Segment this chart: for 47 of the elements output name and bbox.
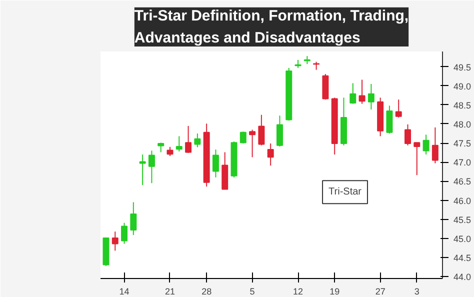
- y-tick-label: 47.5: [454, 138, 472, 149]
- chart-title: Tri-Star Definition, Formation, Trading, Advantages and Disadvantages: [134, 7, 409, 46]
- candlestick: [404, 124, 411, 146]
- x-tick-label: 12: [293, 286, 304, 296]
- x-tick-label: 14: [119, 286, 130, 296]
- y-tick-label: 44.5: [454, 253, 472, 264]
- y-tick-label: 45.5: [454, 214, 472, 225]
- candlestick: [121, 222, 128, 244]
- candlestick: [276, 115, 283, 147]
- x-tick-label: 5: [250, 286, 255, 296]
- candlestick: [139, 154, 146, 186]
- candlestick: [194, 133, 201, 148]
- y-tick-label: 46.0: [454, 196, 472, 206]
- candlestick: [395, 99, 402, 118]
- y-tick-label: 45.0: [454, 234, 472, 244]
- candlestick: [322, 74, 329, 100]
- candlestick: [212, 149, 219, 178]
- x-tick-label: 28: [202, 286, 212, 296]
- candlestick: [249, 129, 256, 158]
- candlestick: [176, 136, 182, 152]
- candlestick: [240, 131, 246, 144]
- y-tick-label: 47.0: [454, 158, 472, 168]
- candlestick: [350, 82, 356, 104]
- candlestick: [414, 142, 420, 176]
- candlestick: [267, 142, 274, 166]
- x-tick-label: 19: [330, 286, 340, 296]
- y-tick-label: 46.5: [454, 176, 472, 187]
- candlestick: [258, 114, 265, 146]
- y-tick-label: 48.5: [454, 100, 472, 110]
- candlestick: [158, 142, 164, 153]
- candlestick: [112, 231, 118, 252]
- x-tick-label: 3: [414, 286, 420, 296]
- y-tick-label: 44.0: [454, 272, 472, 282]
- candlestick: [386, 105, 393, 134]
- candlestick: [432, 126, 438, 164]
- y-tick-label: 49.5: [454, 62, 472, 72]
- candlestick: [148, 150, 155, 184]
- candlestick: [130, 202, 137, 236]
- candlestick: [368, 83, 374, 110]
- annotation: Tri-Star: [328, 186, 362, 198]
- y-tick-label: 48.0: [454, 119, 472, 130]
- y-tick-label: 49.0: [454, 81, 472, 92]
- candlestick: [422, 134, 430, 156]
- candlestick: [358, 79, 366, 104]
- x-tick-label: 21: [164, 286, 176, 296]
- x-tick-label: 27: [375, 286, 386, 296]
- candlestick: [185, 125, 192, 154]
